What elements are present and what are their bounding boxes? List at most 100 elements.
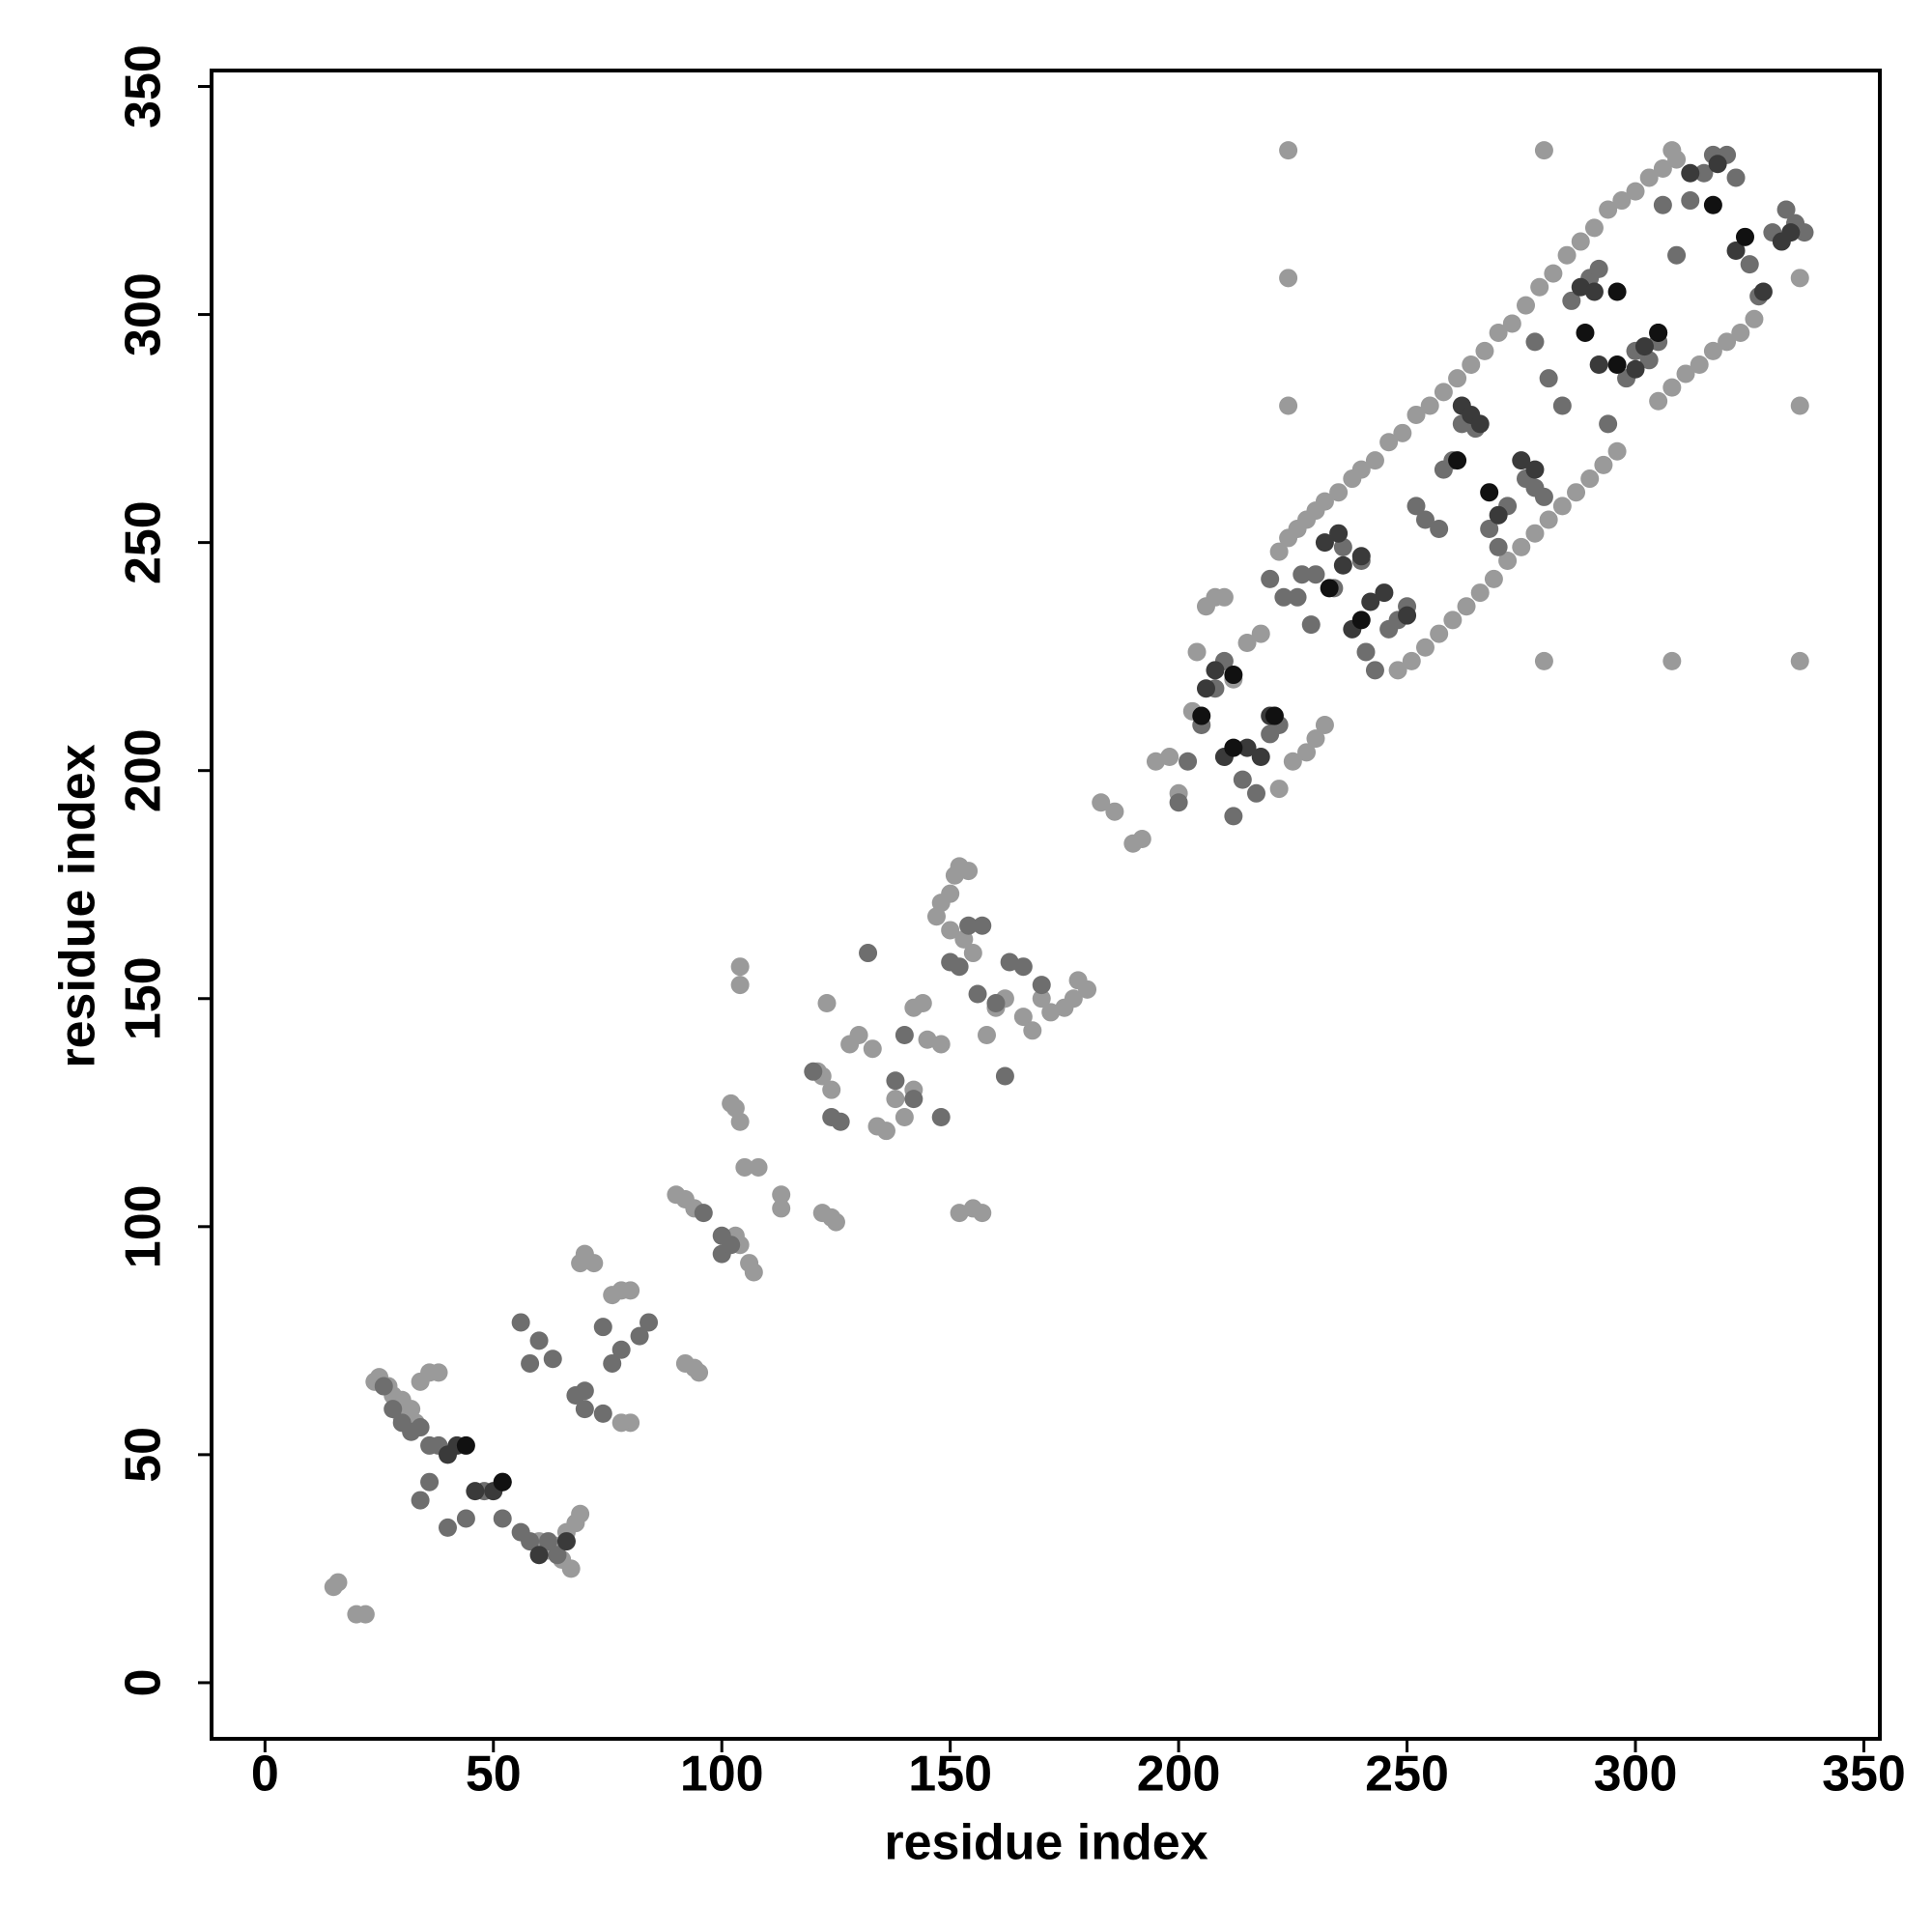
- point: [1237, 738, 1257, 757]
- x-tick-label: 150: [908, 1747, 992, 1803]
- point: [1790, 651, 1809, 670]
- point: [1667, 245, 1687, 265]
- point: [1489, 505, 1508, 525]
- point: [1032, 989, 1051, 1009]
- point: [611, 1340, 631, 1359]
- point: [973, 916, 992, 935]
- point: [1662, 651, 1682, 670]
- point: [986, 993, 1006, 1012]
- point: [1306, 565, 1325, 584]
- x-tick-label: 100: [680, 1747, 764, 1803]
- point: [1690, 355, 1709, 375]
- point: [1589, 355, 1608, 375]
- point: [1448, 369, 1467, 388]
- point: [1470, 414, 1490, 434]
- point: [521, 1353, 540, 1373]
- point: [621, 1281, 640, 1300]
- point: [1388, 661, 1407, 680]
- point: [1653, 195, 1672, 214]
- point: [1525, 524, 1545, 543]
- point: [959, 862, 979, 881]
- point: [1013, 957, 1033, 977]
- point: [749, 1157, 768, 1177]
- point: [1333, 555, 1352, 575]
- point: [1379, 433, 1399, 452]
- point: [1480, 483, 1499, 502]
- point: [1320, 579, 1339, 598]
- point: [941, 884, 960, 903]
- point: [1306, 729, 1325, 749]
- point: [941, 921, 960, 940]
- point: [831, 1112, 850, 1131]
- point: [611, 1413, 631, 1433]
- point: [1662, 378, 1682, 397]
- point: [1251, 624, 1270, 643]
- point: [575, 1381, 594, 1401]
- point: [466, 1482, 485, 1501]
- point: [1470, 583, 1490, 603]
- point: [1269, 780, 1289, 799]
- point: [355, 1605, 375, 1624]
- point: [1502, 314, 1521, 333]
- point: [511, 1313, 530, 1332]
- point: [1132, 830, 1151, 849]
- point: [593, 1404, 612, 1423]
- point: [886, 1090, 905, 1109]
- point: [1703, 341, 1722, 360]
- point: [1681, 191, 1700, 211]
- point: [411, 1491, 430, 1510]
- point: [913, 993, 932, 1012]
- point: [1539, 369, 1558, 388]
- point: [1649, 391, 1668, 411]
- point: [1599, 200, 1618, 219]
- point: [1525, 460, 1545, 479]
- point: [1517, 296, 1536, 315]
- point: [456, 1509, 475, 1528]
- point: [1776, 200, 1796, 219]
- point: [1351, 611, 1371, 630]
- point: [1676, 364, 1695, 384]
- point: [1105, 802, 1124, 821]
- point: [543, 1350, 562, 1369]
- point: [895, 1026, 914, 1045]
- point: [995, 1066, 1014, 1086]
- point: [571, 1504, 590, 1523]
- plot-frame: [210, 69, 1882, 1741]
- point: [730, 1112, 750, 1131]
- point: [1301, 615, 1321, 635]
- point: [1795, 223, 1814, 242]
- point: [1448, 451, 1467, 470]
- point: [1726, 168, 1746, 187]
- point: [1653, 159, 1672, 179]
- point: [584, 1254, 604, 1273]
- point: [950, 1204, 969, 1223]
- point: [1169, 793, 1188, 812]
- y-tick-label: 100: [116, 1184, 172, 1268]
- point: [772, 1199, 791, 1218]
- point: [1269, 542, 1289, 561]
- point: [1393, 423, 1412, 442]
- point: [456, 1435, 475, 1455]
- point: [1279, 396, 1298, 415]
- point: [1329, 483, 1349, 502]
- point: [1530, 277, 1549, 297]
- x-tick-label: 200: [1137, 1747, 1221, 1803]
- x-tick-label: 300: [1594, 1747, 1678, 1803]
- point: [1283, 752, 1302, 771]
- point: [1703, 195, 1722, 214]
- point: [1489, 323, 1508, 342]
- point: [1544, 264, 1563, 283]
- point: [639, 1313, 659, 1332]
- y-tick-label: 350: [116, 44, 172, 128]
- point: [694, 1204, 713, 1223]
- point: [1512, 537, 1531, 556]
- y-tick-label: 200: [116, 728, 172, 812]
- point: [735, 1157, 754, 1177]
- point: [603, 1353, 622, 1373]
- point: [1237, 634, 1257, 653]
- x-axis-title: residue index: [884, 1815, 1208, 1871]
- point: [429, 1363, 448, 1382]
- point: [1790, 396, 1809, 415]
- point: [1649, 323, 1668, 342]
- point: [1584, 282, 1604, 301]
